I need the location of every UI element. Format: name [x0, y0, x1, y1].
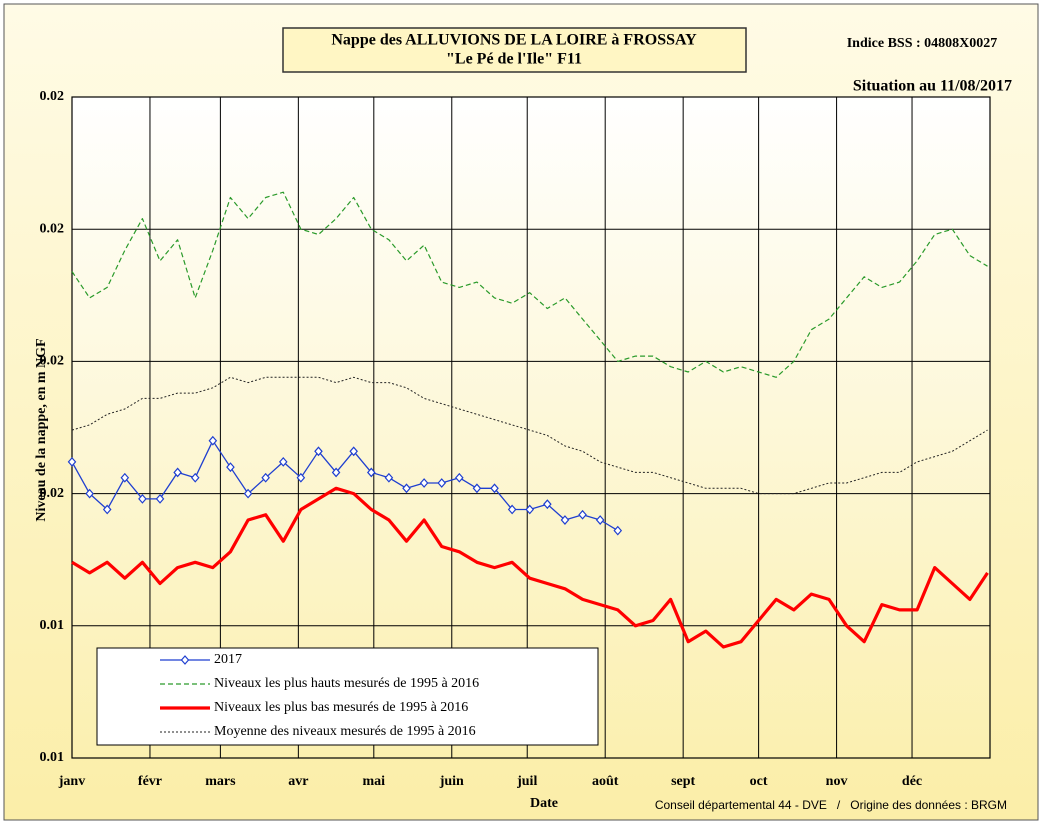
- data-point: [85, 488, 94, 499]
- plot-frame: [71, 96, 991, 759]
- y-tick-label: 0.01: [40, 618, 65, 633]
- bss-index: Indice BSS : 04808X0027: [847, 36, 998, 51]
- y-tick-label: 0.02: [40, 486, 65, 501]
- x-tick-label: janv: [58, 774, 85, 789]
- data-point: [595, 515, 605, 525]
- data-point: [419, 478, 429, 488]
- data-point: [560, 515, 570, 525]
- title-box: [282, 27, 747, 73]
- data-point: [366, 467, 376, 478]
- chart-subtitle: "Le Pé de l'Ile" F11: [446, 51, 582, 68]
- x-tick-label: juin: [439, 774, 464, 789]
- data-point: [490, 483, 499, 494]
- legend-label: Moyenne des niveaux mesurés de 1995 à 20…: [214, 724, 476, 739]
- y-tick-label: 0.02: [40, 89, 65, 104]
- data-point: [226, 462, 235, 473]
- data-point: [173, 467, 182, 478]
- data-point: [138, 493, 147, 504]
- legend-label: Niveaux les plus bas mesurés de 1995 à 2…: [214, 700, 468, 715]
- x-tick-label: août: [592, 774, 619, 789]
- series-line: [71, 486, 989, 649]
- data-point: [67, 456, 77, 467]
- data-point: [102, 504, 112, 515]
- data-point: [578, 509, 587, 520]
- source-note: Conseil départemental 44 - DVE / Origine…: [655, 798, 1007, 812]
- data-point: [455, 472, 464, 483]
- legend-label: 2017: [214, 652, 242, 667]
- data-point: [349, 446, 358, 457]
- x-tick-label: sept: [671, 774, 695, 789]
- y-tick-label: 0.01: [40, 750, 65, 765]
- data-point: [190, 472, 200, 483]
- x-tick-label: nov: [826, 774, 848, 789]
- data-point: [314, 446, 323, 457]
- series-line: [71, 376, 988, 495]
- data-point: [155, 493, 165, 504]
- legend: 2017 Niveaux les plus hauts mesurés de 19…: [96, 647, 599, 746]
- data-point: [120, 472, 130, 483]
- data-point: [437, 478, 447, 488]
- data-point: [208, 435, 218, 446]
- x-tick-label: avr: [288, 774, 308, 789]
- x-tick-label: mai: [363, 774, 386, 789]
- x-tick-label: oct: [750, 774, 768, 789]
- legend-marker: [180, 655, 190, 665]
- y-tick-label: 0.02: [40, 354, 65, 369]
- data-point: [278, 456, 288, 467]
- data-point: [243, 488, 253, 499]
- y-axis-label: Niveau de la nappe, en m NGF: [34, 338, 49, 521]
- x-tick-label: juil: [516, 774, 537, 789]
- legend-box: [96, 647, 599, 746]
- data-point: [507, 504, 517, 515]
- data-point: [613, 525, 623, 536]
- situation-date: Situation au 11/08/2017: [853, 78, 1012, 95]
- x-tick-label: mars: [205, 774, 236, 789]
- data-point: [331, 467, 341, 478]
- data-point: [543, 499, 552, 510]
- data-point: [384, 472, 394, 483]
- data-point: [525, 504, 535, 515]
- series-line: [71, 191, 988, 378]
- x-tick-label: déc: [902, 774, 922, 789]
- legend-label: Niveaux les plus hauts mesurés de 1995 à…: [214, 676, 479, 691]
- data-point: [261, 472, 270, 483]
- x-axis-label: Date: [530, 796, 558, 811]
- y-tick-label: 0.02: [40, 221, 65, 236]
- data-point: [402, 483, 411, 494]
- x-tick-label: févr: [138, 774, 162, 789]
- data-point: [472, 483, 482, 494]
- data-point: [296, 472, 306, 483]
- chart-title: Nappe des ALLUVIONS DE LA LOIRE à FROSSA…: [331, 32, 697, 49]
